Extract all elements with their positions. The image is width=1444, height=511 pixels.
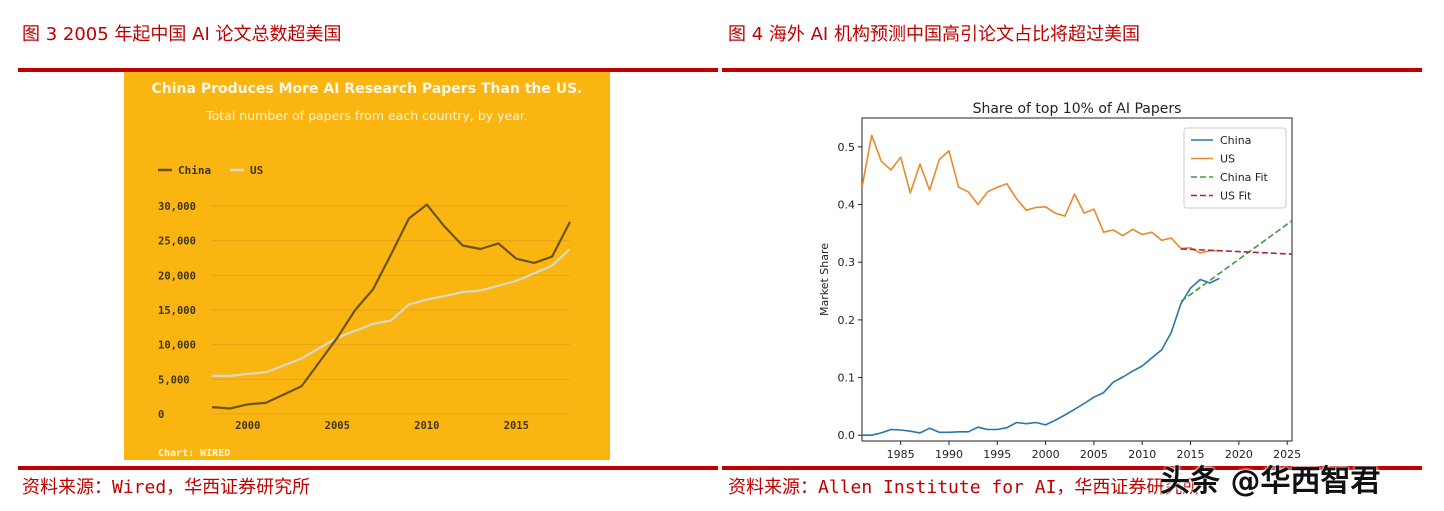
series-line-china-fit <box>1180 220 1292 303</box>
figure3-source: 资料来源：Wired，华西证券研究所 <box>22 477 311 498</box>
x-tick-label: 1990 <box>935 448 963 461</box>
x-tick-label: 2005 <box>1080 448 1108 461</box>
allen-chart: Share of top 10% of AI Papers 0.0 0.1 0.2 0.… <box>818 101 1301 461</box>
legend-label: US <box>1220 153 1235 166</box>
x-tick-label: 2010 <box>414 420 439 432</box>
figure3-top-rule <box>18 68 718 72</box>
y-tick-label: 0.5 <box>838 141 856 154</box>
y-tick-label: 30,000 <box>158 201 196 213</box>
y-tick-label: 25,000 <box>158 236 196 248</box>
y-tick-label: 0 <box>158 409 164 421</box>
legend-label: China <box>178 164 211 177</box>
y-tick-label: 15,000 <box>158 305 196 317</box>
chart-title: Share of top 10% of AI Papers <box>973 101 1182 117</box>
legend-label: China <box>1220 134 1251 147</box>
watermark: 头条 @华西智君 <box>1160 464 1381 499</box>
series-line-china <box>862 277 1220 437</box>
x-tick-label: 2005 <box>325 420 350 432</box>
series-line-us <box>212 248 571 377</box>
legend-label: China Fit <box>1220 171 1269 184</box>
legend-box <box>1183 127 1287 209</box>
y-tick-label: 0.4 <box>838 199 856 212</box>
x-tick-label: 2015 <box>504 420 529 432</box>
y-axis-label: Market Share <box>818 243 831 316</box>
figure4-title: 图 4 海外 AI 机构预测中国高引论文占比将超过美国 <box>728 24 1140 45</box>
y-tick-label: 0.2 <box>838 314 856 327</box>
x-tick-label: 2000 <box>235 420 260 432</box>
plot-frame <box>861 117 1293 442</box>
x-tick-label: 2000 <box>1032 448 1060 461</box>
chart-credit: Chart: WIRED <box>158 448 230 459</box>
allen-chart-panel: Share of top 10% of AI Papers 0.0 0.1 0.2 0.… <box>722 76 1422 468</box>
legend-label: US <box>250 164 263 177</box>
legend-label: US Fit <box>1220 190 1252 203</box>
figure3-title: 图 3 2005 年起中国 AI 论文总数超美国 <box>22 24 342 45</box>
series-line-china <box>211 203 571 410</box>
series-line-us-fit <box>1180 248 1292 255</box>
y-tick-label: 0.1 <box>838 372 856 385</box>
x-tick-label: 2025 <box>1273 448 1301 461</box>
series-line-us <box>862 134 1220 254</box>
series-group <box>862 134 1292 437</box>
wired-chart-panel: China Produces More AI Research Papers T… <box>124 72 610 460</box>
y-tick-label: 5,000 <box>158 374 190 386</box>
figure4-source: 资料来源：Allen Institute for AI，华西证券研究所 <box>728 477 1201 498</box>
x-tick-label: 2010 <box>1128 448 1156 461</box>
y-tick-label: 0.3 <box>838 256 856 269</box>
x-tick-label: 2015 <box>1177 448 1205 461</box>
chart-title: China Produces More AI Research Papers T… <box>152 81 583 97</box>
figure4-top-rule <box>722 68 1422 72</box>
figure4-bottom-rule <box>722 466 1422 470</box>
chart-subtitle: Total number of papers from each country… <box>205 108 528 123</box>
x-tick-label: 1985 <box>887 448 915 461</box>
y-tick-label: 20,000 <box>158 270 196 282</box>
x-tick-label: 1995 <box>983 448 1011 461</box>
wired-chart: China Produces More AI Research Papers T… <box>152 81 583 459</box>
y-tick-label: 10,000 <box>158 340 196 352</box>
figure3-bottom-rule <box>18 466 718 470</box>
y-tick-label: 0.0 <box>838 429 856 442</box>
x-tick-label: 2020 <box>1225 448 1253 461</box>
